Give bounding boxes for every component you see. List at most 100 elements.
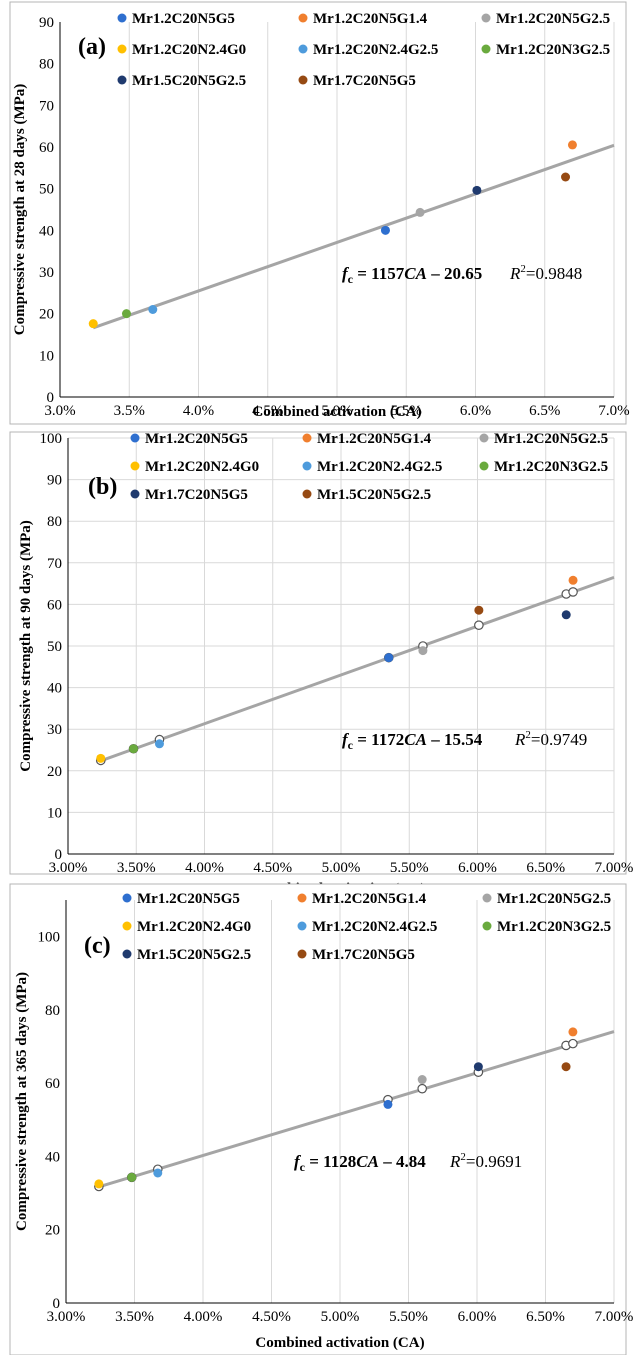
x-tick-label: 6.00% (458, 1309, 497, 1325)
legend-marker (481, 44, 491, 54)
r-squared: R2=0.9749 (514, 729, 587, 749)
y-tick-label: 20 (39, 307, 54, 323)
legend-marker (482, 893, 492, 903)
legend-label: Mr1.2C20N5G1.4 (312, 891, 427, 907)
eq-subscript: c (348, 738, 354, 752)
y-tick-label: 0 (47, 390, 55, 406)
legend-marker (481, 13, 491, 23)
chart-panel-b: 0 10 20 30 40 50 60 70 80 90 100 3.00% 3.50% 4.00% 4.5… (9, 431, 633, 897)
eq-subscript: c (300, 1160, 306, 1174)
trendline (100, 575, 615, 763)
eq-subscript: c (348, 272, 354, 286)
x-tick-label: 3.5% (114, 403, 145, 419)
y-tick-label: 30 (47, 722, 62, 738)
legend-marker (122, 949, 132, 959)
x-tick-label: 4.00% (185, 860, 224, 876)
y-tick-label: 80 (47, 514, 62, 530)
y-tick-label: 60 (47, 597, 62, 613)
legend-marker (298, 13, 308, 23)
legend-marker (479, 461, 489, 471)
hollow-point (568, 1038, 578, 1049)
legend-marker (130, 461, 140, 471)
regression-equation: fc = 1157CA – 20.65 (342, 264, 482, 286)
legend-marker (302, 461, 312, 471)
x-tick-label: 4.00% (184, 1309, 223, 1325)
data-point (127, 1172, 137, 1182)
data-point (148, 305, 158, 314)
y-tick-label: 30 (39, 265, 54, 281)
data-point (94, 1179, 104, 1189)
y-tick-label: 20 (47, 764, 62, 780)
data-point (473, 1062, 483, 1072)
x-tick-label: 5.5% (391, 403, 422, 419)
legend-marker (479, 433, 489, 443)
x-tick-label: 3.50% (117, 860, 156, 876)
data-point (153, 1168, 163, 1178)
y-tick-label: 40 (39, 223, 54, 239)
legend-label: Mr1.7C20N5G5 (312, 947, 415, 963)
data-point (568, 1027, 578, 1037)
data-point (568, 575, 578, 585)
legend-label: Mr1.2C20N2.4G2.5 (312, 919, 437, 935)
y-axis-title: Compressive strength at 28 days (MPa) (12, 84, 28, 336)
y-tick-label: 50 (47, 639, 62, 655)
x-tick-label: 5.0% (321, 403, 352, 419)
hollow-point (474, 620, 484, 630)
x-axis-title: Combined activation (CA) (255, 1335, 424, 1351)
y-tick-label: 70 (47, 556, 62, 572)
hollow-point (568, 587, 578, 597)
r-squared: R2=0.9848 (509, 263, 582, 283)
legend-label: Mr1.2C20N5G5 (132, 11, 235, 27)
panel-label: (a) (78, 34, 106, 60)
legend-marker (297, 921, 307, 931)
y-tick-label: 40 (45, 1149, 60, 1165)
y-tick-label: 0 (53, 1296, 61, 1312)
x-tick-label: 3.00% (49, 860, 88, 876)
y-tick-label: 10 (47, 805, 62, 821)
x-tick-label: 3.50% (115, 1309, 154, 1325)
x-tick-label: 6.0% (460, 403, 491, 419)
x-tick-label: 4.50% (253, 860, 292, 876)
legend-marker (117, 75, 127, 85)
legend-label: Mr1.2C20N5G1.4 (313, 11, 428, 27)
eq-variable: CA (404, 264, 427, 283)
y-axis-title: Compressive strength at 365 days (MPa) (14, 972, 30, 1231)
r-superscript: 2 (520, 263, 526, 275)
eq-slope: = 1128 (305, 1152, 356, 1171)
x-tick-label: 3.00% (47, 1309, 86, 1325)
data-point (380, 225, 390, 235)
y-tick-label: 10 (39, 348, 54, 364)
y-tick-label: 100 (38, 930, 61, 946)
y-tick-label: 60 (39, 140, 54, 156)
eq-slope: = 1172 (353, 730, 404, 749)
eq-slope: = 1157 (353, 264, 405, 283)
data-point (561, 172, 571, 182)
data-point (383, 1099, 393, 1109)
trendline (92, 143, 615, 330)
r-squared: R2=0.9691 (449, 1151, 522, 1171)
legend-marker (298, 75, 308, 85)
legend-marker (117, 13, 127, 23)
chart-panel-c: 0 20 40 60 80 100 3.00% 3.50% 4.00% 4.50% 5.00% 5.5… (9, 883, 633, 1355)
legend-marker (130, 433, 140, 443)
data-point (384, 653, 394, 663)
panel-label: (c) (84, 933, 111, 959)
data-point (121, 309, 131, 319)
r-label: R (509, 264, 521, 283)
r-value: =0.9691 (466, 1152, 522, 1171)
legend-marker (302, 433, 312, 443)
x-tick-label: 4.5% (252, 403, 283, 419)
legend-label: Mr1.2C20N5G5 (145, 431, 248, 447)
legend-marker (130, 489, 140, 499)
legend-label: Mr1.2C20N5G2.5 (497, 891, 611, 907)
legend-label: Mr1.2C20N2.4G2.5 (313, 42, 438, 58)
legend-label: Mr1.2C20N3G2.5 (496, 42, 610, 58)
r-superscript: 2 (460, 1151, 466, 1163)
legend-label: Mr1.2C20N3G2.5 (497, 919, 611, 935)
data-point (96, 753, 106, 763)
regression-equation: fc = 1172CA – 15.54 (342, 730, 483, 752)
legend-marker (298, 44, 308, 54)
data-point (567, 140, 577, 150)
legend-marker (297, 949, 307, 959)
